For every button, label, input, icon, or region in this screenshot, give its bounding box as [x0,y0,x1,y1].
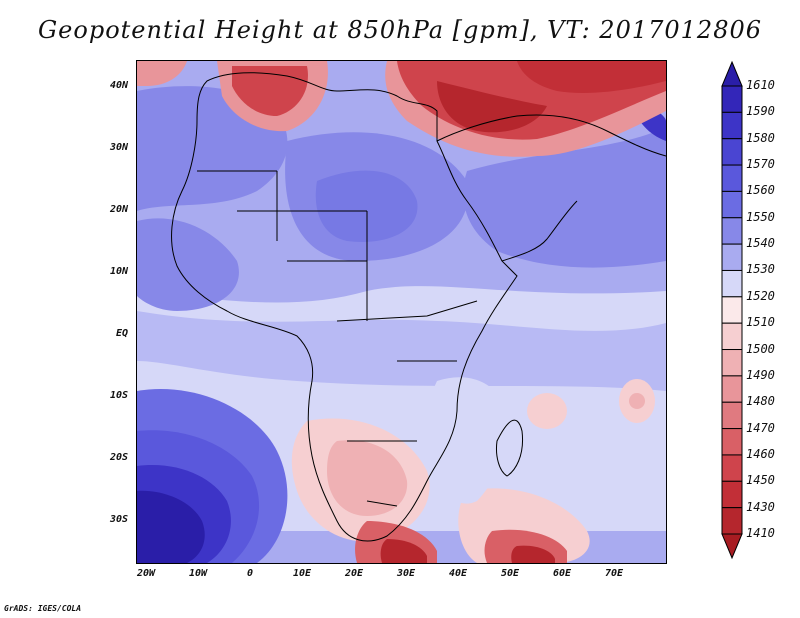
x-tick-40e: 40E [448,568,468,579]
x-tick-70e: 70E [604,568,624,579]
y-tick-30s: 30S [109,514,128,525]
colorbar [721,60,743,560]
x-tick-20w: 20W [136,568,156,579]
colorbar-cell [721,480,743,509]
y-tick-40n: 40N [109,80,128,91]
colorbar-level-label: 1500 [746,341,775,356]
colorbar-level-label: 1520 [746,288,775,303]
colorbar-level-label: 1550 [746,209,775,224]
colorbar-cell [721,190,743,219]
colorbar-level-label: 1480 [746,394,775,409]
colorbar-level-label: 1570 [746,157,775,172]
y-tick-10n: 10N [109,266,128,277]
colorbar-level-label: 1510 [746,315,775,330]
x-tick-0: 0 [246,568,254,579]
colorbar-cell [721,428,743,456]
y-tick-30n: 30N [109,142,128,153]
colorbar-cell [721,85,743,113]
x-tick-20e: 20E [344,568,364,579]
colorbar-cell [721,375,743,403]
colorbar-level-label: 1470 [746,420,775,435]
colorbar-level-label: 1610 [746,78,775,92]
colorbar-cell [721,243,743,271]
colorbar-level-label: 1460 [746,446,775,461]
colorbar-level-label: 1450 [746,473,775,488]
grads-credit: GrADS: IGES/COLA [4,604,82,613]
colorbar-cell [721,111,743,140]
y-tick-10s: 10S [109,390,128,401]
coastlines [171,72,666,542]
map-title: Geopotential Height at 850hPa [gpm], VT:… [38,16,762,44]
colorbar-cell [721,454,743,482]
y-tick-20n: 20N [109,204,128,215]
colorbar-level-label: 1590 [746,104,775,119]
x-tick-10e: 10E [292,568,312,579]
colorbar-cell [721,507,743,535]
colorbar-level-label: 1540 [746,236,775,251]
colorbar-cell [721,269,743,298]
x-tick-10w: 10W [188,568,208,579]
colorbar-cell [721,401,743,430]
colorbar-level-label: 1530 [746,262,775,277]
contour-map [137,61,666,563]
colorbar-cell [721,217,743,245]
colorbar-level-label: 1560 [746,183,775,198]
map-plot-area [136,60,667,564]
x-tick-50e: 50E [500,568,520,579]
x-tick-30e: 30E [396,568,416,579]
colorbar-cell [721,349,743,377]
x-tick-60e: 60E [552,568,572,579]
colorbar-bottom-triangle [721,533,743,560]
colorbar-cell [721,164,743,192]
colorbar-cell [721,296,743,324]
y-tick-eq: EQ [115,328,128,339]
colorbar-level-label: 1490 [746,367,775,382]
y-tick-20s: 20S [109,452,128,463]
colorbar-level-label: 1580 [746,130,775,145]
colorbar-cell [721,322,743,351]
colorbar-level-label: 1430 [746,499,775,514]
colorbar-top-triangle [721,60,743,87]
colorbar-level-label: 1410 [746,526,775,540]
colorbar-cell [721,138,743,166]
